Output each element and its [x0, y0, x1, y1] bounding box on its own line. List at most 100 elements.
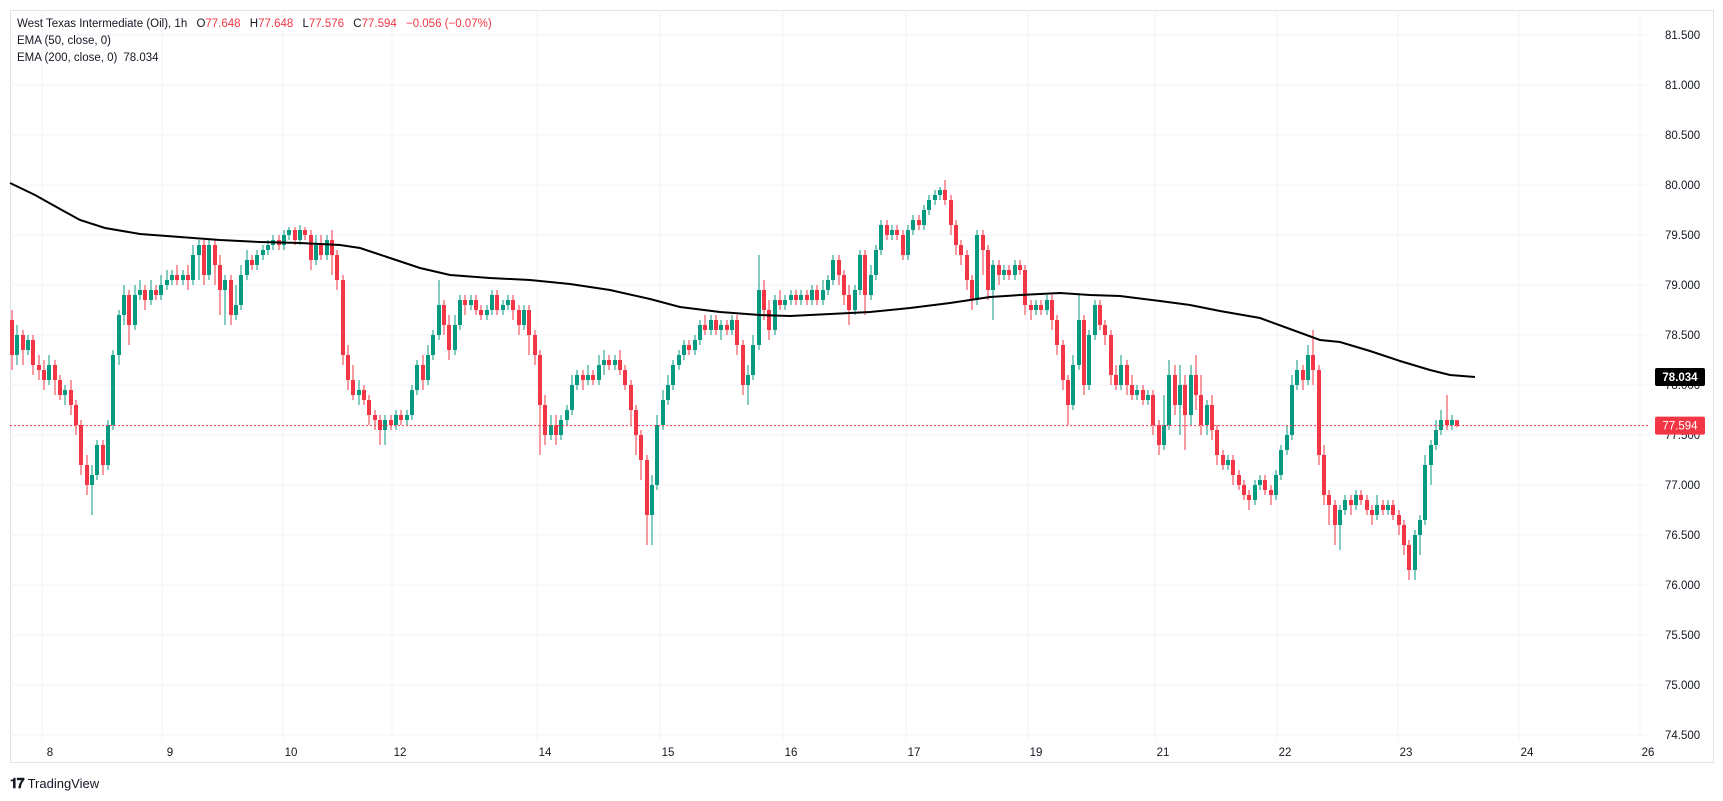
legend-row-symbol: West Texas Intermediate (Oil), 1h O77.64… [17, 16, 492, 33]
candle-body [650, 485, 654, 515]
candle-body [970, 280, 974, 300]
candle-body [671, 365, 675, 385]
candle-body [943, 190, 947, 200]
y-tick-label: 75.000 [1665, 680, 1700, 692]
candle-body [1157, 425, 1161, 445]
y-tick-label: 78.500 [1665, 330, 1700, 342]
candle-body [447, 325, 451, 350]
candle-body [111, 355, 115, 425]
candle-body [479, 310, 483, 315]
candle-body [53, 365, 57, 380]
candle-body [1066, 380, 1070, 405]
candle-body [133, 295, 137, 325]
candle-body [1285, 435, 1289, 450]
candle-body [1258, 480, 1262, 485]
candle-body [357, 390, 361, 395]
candle-body [26, 340, 30, 350]
candle-body [47, 365, 51, 380]
candle-body [1141, 390, 1145, 400]
candle-body [255, 255, 259, 265]
candle-body [63, 390, 67, 395]
candle-body [661, 400, 665, 425]
candle-body [591, 375, 595, 380]
candle-body [127, 295, 131, 325]
candle-body [1119, 365, 1123, 385]
candle-body [1023, 270, 1027, 305]
ema50-label: EMA (50, close, 0) [17, 35, 111, 47]
high-value: 77.648 [258, 18, 294, 30]
candle-body [623, 370, 627, 385]
candle-body [266, 245, 270, 250]
tradingview-logo-icon[interactable]: 𝟏𝟕 [10, 775, 25, 791]
legend-row-ema50[interactable]: EMA (50, close, 0) [17, 33, 492, 50]
candle-body [581, 375, 585, 380]
candle-body [1077, 320, 1081, 365]
ema200-price-badge [1655, 368, 1705, 386]
candle-body [346, 355, 350, 380]
candle-body [159, 285, 163, 295]
candle-body [927, 200, 931, 210]
candle-body [821, 290, 825, 300]
candle-body [37, 365, 41, 370]
candle-body [1327, 495, 1331, 505]
candle-body [58, 380, 62, 395]
candle-body [586, 375, 590, 380]
candle-body [10, 320, 14, 355]
candle-body [693, 340, 697, 350]
candle-body [997, 265, 1001, 275]
candle-body [805, 295, 809, 300]
candle-body [1194, 375, 1198, 395]
candle-body [394, 415, 398, 425]
candle-body [1343, 500, 1347, 510]
candle-body [714, 320, 718, 330]
candle-body [783, 300, 787, 305]
candle-body [437, 305, 441, 335]
candle-body [1146, 395, 1150, 400]
candle-body [1397, 515, 1401, 525]
candle-body [122, 295, 126, 315]
candle-body [405, 415, 409, 420]
candle-body [1135, 390, 1139, 395]
candle-body [202, 245, 206, 275]
candle-body [335, 255, 339, 280]
candle-body [735, 320, 739, 345]
candle-body [458, 300, 462, 325]
candle-body [1018, 265, 1022, 270]
candle-body [975, 235, 979, 300]
candle-body [138, 290, 142, 295]
candle-body [197, 245, 201, 255]
candle-body [431, 335, 435, 355]
candle-body [991, 265, 995, 290]
candle-body [1242, 485, 1246, 495]
candle-body [730, 320, 734, 330]
candle-body [1167, 375, 1171, 425]
candle-body [367, 400, 371, 415]
y-tick-label: 74.500 [1665, 730, 1700, 742]
candle-body [703, 325, 707, 330]
candle-body [1269, 490, 1273, 495]
candle-body [741, 345, 745, 385]
candle-body [1205, 405, 1209, 425]
candle-body [613, 360, 617, 365]
candle-body [629, 385, 633, 410]
candle-body [719, 325, 723, 330]
candle-body [1365, 500, 1369, 510]
candle-body [1071, 365, 1075, 405]
brand-label[interactable]: TradingView [27, 776, 100, 791]
y-tick-label: 80.000 [1665, 180, 1700, 192]
x-tick-label: 26 [1642, 747, 1655, 759]
candle-body [538, 355, 542, 405]
candle-body [698, 325, 702, 340]
chart-frame [10, 10, 1714, 763]
candle-body [239, 275, 243, 305]
x-tick-label: 21 [1157, 747, 1170, 759]
candle-body [911, 220, 915, 230]
candle-body [143, 290, 147, 300]
y-tick-label: 80.500 [1665, 130, 1700, 142]
y-tick-label: 75.500 [1665, 630, 1700, 642]
candle-body [1455, 420, 1459, 426]
legend-row-ema200[interactable]: EMA (200, close, 0) 78.034 [17, 50, 492, 67]
candle-body [15, 335, 19, 355]
candle-body [575, 375, 579, 385]
